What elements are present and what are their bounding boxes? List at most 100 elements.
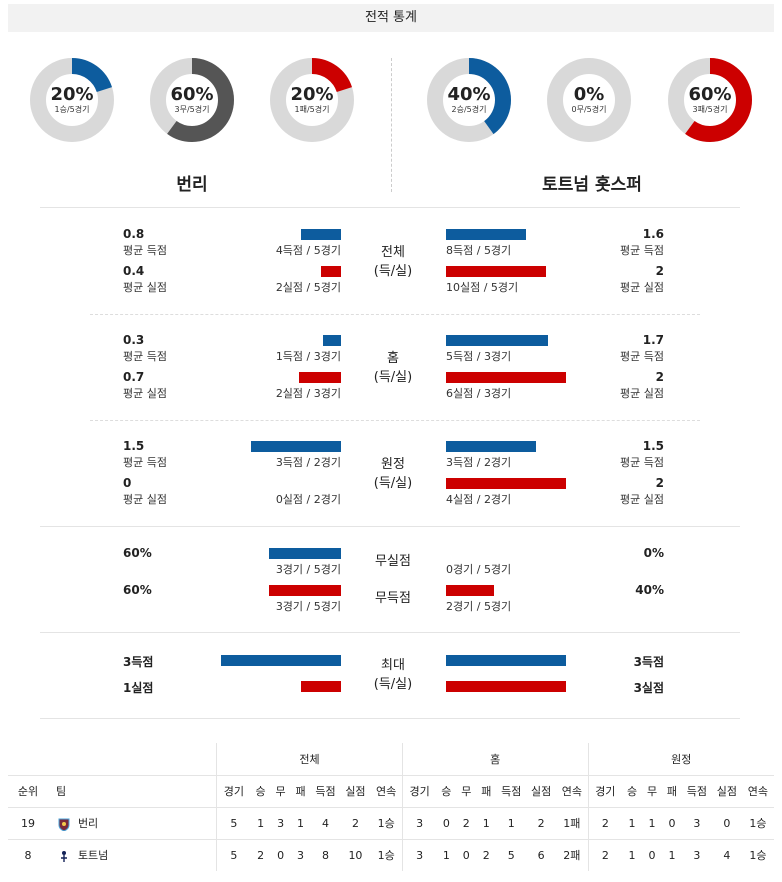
stat-cell: 1 bbox=[476, 806, 497, 839]
table-row[interactable]: 19 번리 5 1 3 1 4 2 1승 3 0 2 1 1 2 1패 2 1 1 0 3 0 1승 bbox=[8, 806, 774, 839]
right-conceded-bar bbox=[446, 478, 566, 489]
stat-cell: 0 bbox=[642, 838, 662, 871]
stat-cell: 1 bbox=[250, 806, 271, 839]
stat-cell: 3 bbox=[402, 806, 437, 839]
stat-cell: 1패 bbox=[556, 806, 589, 839]
right-conceded-avg-label: 평균 실점 bbox=[620, 387, 664, 400]
left-scored-bar bbox=[323, 335, 341, 346]
right-conceded-detail: 10실점 / 5경기 bbox=[446, 281, 519, 294]
left-clean-bar bbox=[269, 548, 341, 559]
left-scored-bar bbox=[251, 441, 341, 452]
stat-cell: 1승 bbox=[370, 838, 403, 871]
right-noscore-bar bbox=[446, 585, 494, 596]
donut-chart bbox=[150, 58, 234, 142]
right-max-scored: 3득점 bbox=[633, 655, 664, 669]
stat-cell: 0 bbox=[436, 806, 457, 839]
col-header: 경기 bbox=[409, 785, 430, 798]
table-group-home: 홈 bbox=[402, 743, 589, 776]
stat-cell: 2 bbox=[588, 838, 623, 871]
stat-cell: 3 bbox=[290, 838, 311, 871]
table-row[interactable]: 8 토트넘 5 2 0 3 8 10 1승 3 1 0 2 5 6 2패 2 1 0 1 3 4 1승 bbox=[8, 838, 774, 871]
table-group-away: 원정 bbox=[588, 743, 774, 776]
right-scored-avg-label: 평균 득점 bbox=[620, 456, 664, 469]
stat-cell: 1 bbox=[642, 806, 662, 839]
right-conceded-bar bbox=[446, 266, 546, 277]
col-header: 승 bbox=[441, 785, 452, 798]
right-scored-avg-label: 평균 득점 bbox=[620, 244, 664, 257]
right-scored-avg-label: 평균 득점 bbox=[620, 350, 664, 363]
divider bbox=[90, 314, 700, 315]
left-scored-avg: 0.8 bbox=[123, 227, 145, 241]
burnley-crest-icon bbox=[58, 818, 70, 832]
right-conceded-avg: 2 bbox=[655, 264, 664, 278]
stat-cell: 5 bbox=[216, 838, 251, 871]
left-conceded-bar bbox=[321, 266, 341, 277]
right-scored-avg: 1.6 bbox=[642, 227, 664, 241]
noscore-title: 무득점 bbox=[375, 591, 411, 606]
left-scored-avg: 1.5 bbox=[123, 439, 145, 453]
section-title: 원정 (득/실) bbox=[373, 457, 413, 491]
stat-cell: 2 bbox=[456, 806, 477, 839]
left-win-donut: 20% 1승/5경기 bbox=[30, 58, 114, 142]
team-divider bbox=[391, 58, 392, 192]
donut-percent: 40% bbox=[447, 84, 491, 105]
right-win-donut: 40% 2승/5경기 bbox=[427, 58, 511, 142]
team-name: 번리 bbox=[77, 817, 99, 830]
standings-table: 전체 홈 원정 순위 팀 경기 승 무 패 득점 실점 연속 경기 승 무 패 … bbox=[8, 743, 774, 871]
stat-cell: 1승 bbox=[741, 838, 774, 871]
stat-cell: 8 bbox=[310, 838, 341, 871]
left-loss-donut: 20% 1패/5경기 bbox=[270, 58, 354, 142]
col-header: 패 bbox=[666, 785, 678, 798]
right-draw-donut: 0% 0무/5경기 bbox=[547, 58, 631, 142]
right-scored-bar bbox=[446, 441, 536, 452]
left-team-name: 번리 bbox=[176, 175, 208, 195]
divider bbox=[40, 526, 740, 527]
col-header: 패 bbox=[295, 785, 306, 798]
right-scored-avg: 1.7 bbox=[642, 333, 664, 347]
left-scored-detail: 4득점 / 5경기 bbox=[275, 244, 341, 257]
left-draw-donut: 60% 3무/5경기 bbox=[150, 58, 234, 142]
divider bbox=[40, 207, 740, 208]
left-conceded-detail: 2실점 / 5경기 bbox=[275, 281, 341, 294]
left-max-scored-bar bbox=[221, 655, 341, 666]
left-conceded-avg-label: 평균 실점 bbox=[123, 281, 167, 294]
left-conceded-detail: 2실점 / 3경기 bbox=[275, 387, 341, 400]
col-header: 승 bbox=[255, 785, 266, 798]
col-header: 실점 bbox=[716, 785, 737, 798]
left-noscore-detail: 3경기 / 5경기 bbox=[275, 600, 341, 613]
left-max-scored: 3득점 bbox=[123, 655, 154, 669]
right-clean-detail: 0경기 / 5경기 bbox=[446, 563, 512, 576]
stat-cell: 0 bbox=[456, 838, 477, 871]
left-scored-detail: 3득점 / 2경기 bbox=[275, 456, 341, 469]
stat-cell: 1 bbox=[290, 806, 311, 839]
col-header: 승 bbox=[626, 785, 638, 798]
stat-cell: 1승 bbox=[741, 806, 774, 839]
stat-cell: 3 bbox=[402, 838, 437, 871]
stat-cell: 1 bbox=[496, 806, 527, 839]
right-scored-bar bbox=[446, 335, 548, 346]
section-title: 전체 (득/실) bbox=[373, 245, 413, 279]
col-header: 득점 bbox=[686, 785, 708, 798]
stat-cell: 3 bbox=[681, 838, 712, 871]
right-conceded-detail: 6실점 / 3경기 bbox=[446, 387, 512, 400]
stat-cell: 2 bbox=[476, 838, 497, 871]
donut-chart bbox=[668, 58, 752, 142]
left-max-conceded-bar bbox=[301, 681, 341, 692]
stat-cell: 10 bbox=[340, 838, 371, 871]
team-cell[interactable]: 번리 bbox=[47, 806, 218, 839]
right-noscore-detail: 2경기 / 5경기 bbox=[446, 600, 512, 613]
donut-detail: 1패/5경기 bbox=[294, 105, 330, 114]
team-cell[interactable]: 토트넘 bbox=[47, 838, 218, 871]
right-noscore-pct: 40% bbox=[635, 583, 664, 597]
right-team-name: 토트넘 홋스퍼 bbox=[542, 175, 642, 195]
stat-cell: 2 bbox=[340, 806, 371, 839]
right-clean-pct: 0% bbox=[643, 546, 664, 560]
left-conceded-avg: 0.4 bbox=[123, 264, 145, 278]
donut-detail: 0무/5경기 bbox=[571, 105, 607, 114]
section-title: 최대 (득/실) bbox=[373, 658, 413, 692]
stat-cell: 1 bbox=[661, 838, 682, 871]
col-header: 연속 bbox=[370, 775, 403, 807]
page-title: 전적 통계 bbox=[8, 4, 774, 32]
donut-detail: 2승/5경기 bbox=[451, 105, 487, 114]
col-header: 득점 bbox=[501, 785, 522, 798]
